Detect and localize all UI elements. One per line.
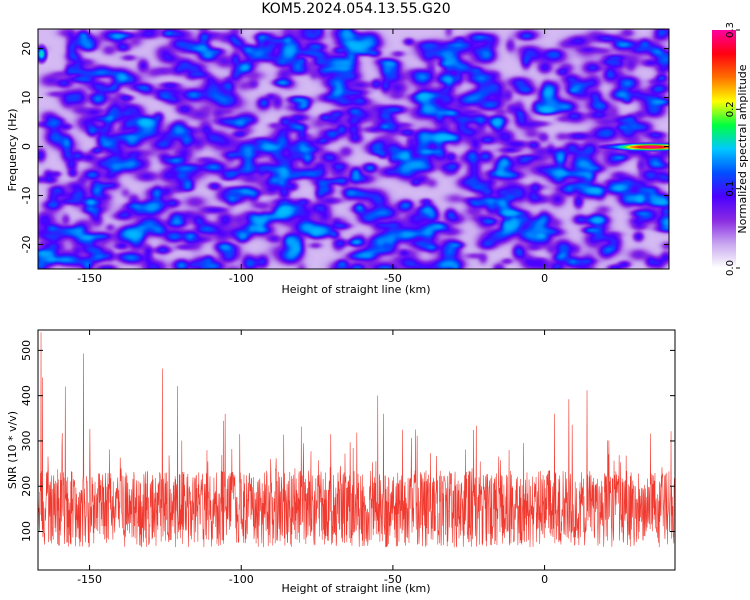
spectrogram-xlabel: Height of straight line (km) (281, 283, 430, 296)
snr-ytick-label: 100 (20, 521, 33, 542)
snr-ytick-label: 300 (20, 430, 33, 451)
spectrogram-ylabel: Frequency (Hz) (6, 109, 19, 192)
spectrogram-ytick-label: 20 (20, 42, 33, 56)
colorbar-tick-label: 0.2 (725, 101, 736, 117)
snr-xtick-label: -50 (384, 573, 402, 586)
colorbar-tick-label: 0.0 (725, 260, 736, 276)
colorbar-scale (712, 30, 736, 268)
spectrogram-ytick-label: -10 (20, 187, 33, 205)
colorbar-label: Normalized spectral amplitude (736, 64, 749, 233)
spectrogram-xtick-label: 0 (541, 272, 548, 285)
snr-xtick-label: -100 (229, 573, 254, 586)
snr-series-line (38, 332, 675, 548)
snr-ytick-label: 200 (20, 476, 33, 497)
snr-xtick-label: 0 (541, 573, 548, 586)
spectrogram-image (38, 29, 669, 269)
snr-xtick-label: -150 (77, 573, 102, 586)
spectrogram-ytick-label: -20 (20, 236, 33, 254)
snr-ytick-label: 500 (20, 340, 33, 361)
snr-panel: -150 -100 -50 0 100 200 300 400 500 Height of st… (6, 329, 676, 595)
snr-xlabel: Height of straight line (km) (281, 582, 430, 595)
spectrogram-xtick-label: -100 (229, 272, 254, 285)
snr-ytick-label: 400 (20, 385, 33, 406)
spectrogram-frame (37, 28, 670, 270)
spectrogram-xtick-label: -50 (384, 272, 402, 285)
spectrogram-ytick-label: 0 (20, 143, 33, 150)
snr-axes: -150 -100 -50 0 100 200 300 400 500 (20, 330, 675, 586)
spectrogram-xtick-label: -150 (77, 272, 102, 285)
chart-title: KOM5.2024.054.13.55.G20 (261, 1, 451, 17)
snr-ylabel: SNR (10 * v/v) (6, 411, 19, 489)
colorbar: 0.0 0.1 0.2 0.3 Normalized spectral amplitu… (712, 22, 749, 276)
colorbar-tick-label: 0.1 (725, 181, 736, 197)
colorbar-tick-label: 0.3 (725, 22, 736, 38)
spectrogram-ytick-label: 10 (20, 91, 33, 105)
snr-frame (37, 329, 676, 571)
colorbar-axes: 0.0 0.1 0.2 0.3 (725, 22, 740, 276)
